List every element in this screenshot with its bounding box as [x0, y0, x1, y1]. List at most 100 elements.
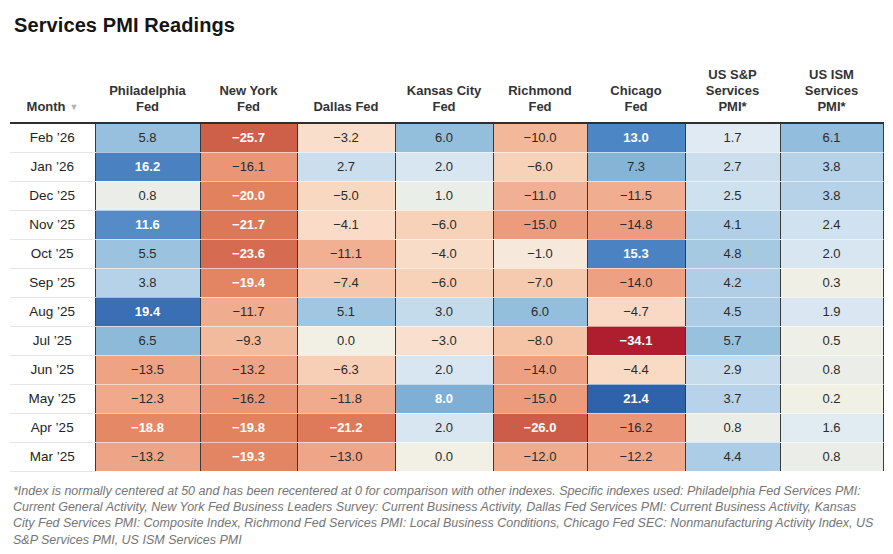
pmi-table: Month▼ Philadelphia Fed New York FedDallas… [10, 55, 884, 472]
value-cell-dallas-fed: −13.0 [297, 442, 395, 471]
value-cell-new-york-fed: −19.3 [200, 442, 297, 471]
value-cell-chicago-fed: −4.4 [587, 355, 685, 384]
value-cell-us-sp-services-pmi: 3.7 [685, 384, 780, 413]
column-header-philadelphia-fed[interactable]: Philadelphia Fed [95, 55, 200, 123]
value-cell-dallas-fed: 0.0 [297, 326, 395, 355]
value-cell-richmond-fed: −6.0 [493, 152, 587, 181]
value-cell-chicago-fed: −12.2 [587, 442, 685, 471]
column-header-month[interactable]: Month▼ [10, 55, 95, 123]
value-cell-us-sp-services-pmi: 4.5 [685, 297, 780, 326]
column-header-label: US ISM Services PMI* [805, 67, 859, 114]
value-cell-us-ism-services-pmi: 0.8 [780, 442, 883, 471]
month-cell: Aug ’25 [10, 297, 95, 326]
month-cell: Feb ’26 [10, 123, 95, 153]
value-cell-us-sp-services-pmi: 4.8 [685, 239, 780, 268]
value-cell-new-york-fed: −23.6 [200, 239, 297, 268]
value-cell-dallas-fed: −3.2 [297, 123, 395, 153]
value-cell-us-ism-services-pmi: 2.4 [780, 210, 883, 239]
value-cell-richmond-fed: −14.0 [493, 355, 587, 384]
table-row: Oct ’255.5−23.6−11.1−4.0−1.015.34.82.0 [10, 239, 883, 268]
value-cell-philadelphia-fed: 0.8 [95, 181, 200, 210]
value-cell-dallas-fed: −4.1 [297, 210, 395, 239]
value-cell-philadelphia-fed: −13.5 [95, 355, 200, 384]
value-cell-philadelphia-fed: 5.5 [95, 239, 200, 268]
month-cell: Jun ’25 [10, 355, 95, 384]
value-cell-kansas-city-fed: 3.0 [395, 297, 493, 326]
table-row: Sep ’253.8−19.4−7.4−6.0−7.0−14.04.20.3 [10, 268, 883, 297]
month-cell: May ’25 [10, 384, 95, 413]
value-cell-philadelphia-fed: 19.4 [95, 297, 200, 326]
month-cell: Jan ’26 [10, 152, 95, 181]
table-row: Feb ’265.8−25.7−3.26.0−10.013.01.76.1 [10, 123, 883, 153]
value-cell-dallas-fed: −11.1 [297, 239, 395, 268]
column-header-richmond-fed[interactable]: Richmond Fed [493, 55, 587, 123]
value-cell-us-sp-services-pmi: 2.9 [685, 355, 780, 384]
table-row: Dec ’250.8−20.0−5.01.0−11.0−11.52.53.8 [10, 181, 883, 210]
value-cell-richmond-fed: −15.0 [493, 210, 587, 239]
value-cell-us-ism-services-pmi: 0.5 [780, 326, 883, 355]
value-cell-kansas-city-fed: 8.0 [395, 384, 493, 413]
value-cell-dallas-fed: −21.2 [297, 413, 395, 442]
value-cell-richmond-fed: −12.0 [493, 442, 587, 471]
value-cell-us-ism-services-pmi: 0.8 [780, 355, 883, 384]
value-cell-dallas-fed: −11.8 [297, 384, 395, 413]
table-row: Jul ’256.5−9.30.0−3.0−8.0−34.15.70.5 [10, 326, 883, 355]
value-cell-richmond-fed: 6.0 [493, 297, 587, 326]
chart-container: Services PMI Readings Month▼Philadelphia… [0, 0, 893, 554]
column-header-label: Richmond Fed [508, 83, 572, 114]
header-row: Month▼ Philadelphia Fed New York FedDallas… [10, 55, 883, 123]
value-cell-kansas-city-fed: −6.0 [395, 210, 493, 239]
value-cell-philadelphia-fed: −18.8 [95, 413, 200, 442]
value-cell-chicago-fed: 7.3 [587, 152, 685, 181]
value-cell-chicago-fed: −14.8 [587, 210, 685, 239]
value-cell-us-sp-services-pmi: 5.7 [685, 326, 780, 355]
value-cell-us-ism-services-pmi: 0.3 [780, 268, 883, 297]
value-cell-dallas-fed: −6.3 [297, 355, 395, 384]
value-cell-kansas-city-fed: −6.0 [395, 268, 493, 297]
table-row: Jun ’25−13.5−13.2−6.32.0−14.0−4.42.90.8 [10, 355, 883, 384]
value-cell-dallas-fed: 2.7 [297, 152, 395, 181]
value-cell-kansas-city-fed: 1.0 [395, 181, 493, 210]
value-cell-dallas-fed: −5.0 [297, 181, 395, 210]
column-header-us-ism-services-pmi[interactable]: US ISM Services PMI* [780, 55, 883, 123]
value-cell-us-sp-services-pmi: 4.1 [685, 210, 780, 239]
value-cell-philadelphia-fed: 5.8 [95, 123, 200, 153]
value-cell-us-ism-services-pmi: 2.0 [780, 239, 883, 268]
value-cell-new-york-fed: −19.4 [200, 268, 297, 297]
value-cell-kansas-city-fed: 2.0 [395, 152, 493, 181]
value-cell-chicago-fed: −14.0 [587, 268, 685, 297]
column-header-kansas-city-fed[interactable]: Kansas City Fed [395, 55, 493, 123]
value-cell-chicago-fed: −16.2 [587, 413, 685, 442]
value-cell-philadelphia-fed: −13.2 [95, 442, 200, 471]
value-cell-us-sp-services-pmi: 2.7 [685, 152, 780, 181]
value-cell-richmond-fed: −11.0 [493, 181, 587, 210]
value-cell-richmond-fed: −26.0 [493, 413, 587, 442]
value-cell-chicago-fed: 13.0 [587, 123, 685, 153]
column-header-label: Philadelphia Fed [109, 83, 186, 114]
column-header-us-sp-services-pmi[interactable]: US S&P Services PMI* [685, 55, 780, 123]
value-cell-kansas-city-fed: 6.0 [395, 123, 493, 153]
month-cell: Apr ’25 [10, 413, 95, 442]
value-cell-us-ism-services-pmi: 3.8 [780, 181, 883, 210]
column-header-chicago-fed[interactable]: Chicago Fed [587, 55, 685, 123]
table-row: Aug ’2519.4−11.75.13.06.0−4.74.51.9 [10, 297, 883, 326]
value-cell-us-sp-services-pmi: 0.8 [685, 413, 780, 442]
value-cell-richmond-fed: −10.0 [493, 123, 587, 153]
month-cell: Sep ’25 [10, 268, 95, 297]
value-cell-philadelphia-fed: 16.2 [95, 152, 200, 181]
value-cell-philadelphia-fed: 3.8 [95, 268, 200, 297]
value-cell-new-york-fed: −13.2 [200, 355, 297, 384]
month-cell: Mar ’25 [10, 442, 95, 471]
column-header-dallas-fed[interactable]: Dallas Fed [297, 55, 395, 123]
value-cell-richmond-fed: −15.0 [493, 384, 587, 413]
value-cell-us-sp-services-pmi: 2.5 [685, 181, 780, 210]
footnote: *Index is normally centered at 50 and ha… [13, 483, 881, 549]
column-header-new-york-fed[interactable]: New York Fed [200, 55, 297, 123]
value-cell-new-york-fed: −20.0 [200, 181, 297, 210]
month-cell: Jul ’25 [10, 326, 95, 355]
value-cell-us-ism-services-pmi: 0.2 [780, 384, 883, 413]
value-cell-chicago-fed: −11.5 [587, 181, 685, 210]
value-cell-richmond-fed: −8.0 [493, 326, 587, 355]
table-row: Nov ’2511.6−21.7−4.1−6.0−15.0−14.84.12.4 [10, 210, 883, 239]
value-cell-new-york-fed: −21.7 [200, 210, 297, 239]
